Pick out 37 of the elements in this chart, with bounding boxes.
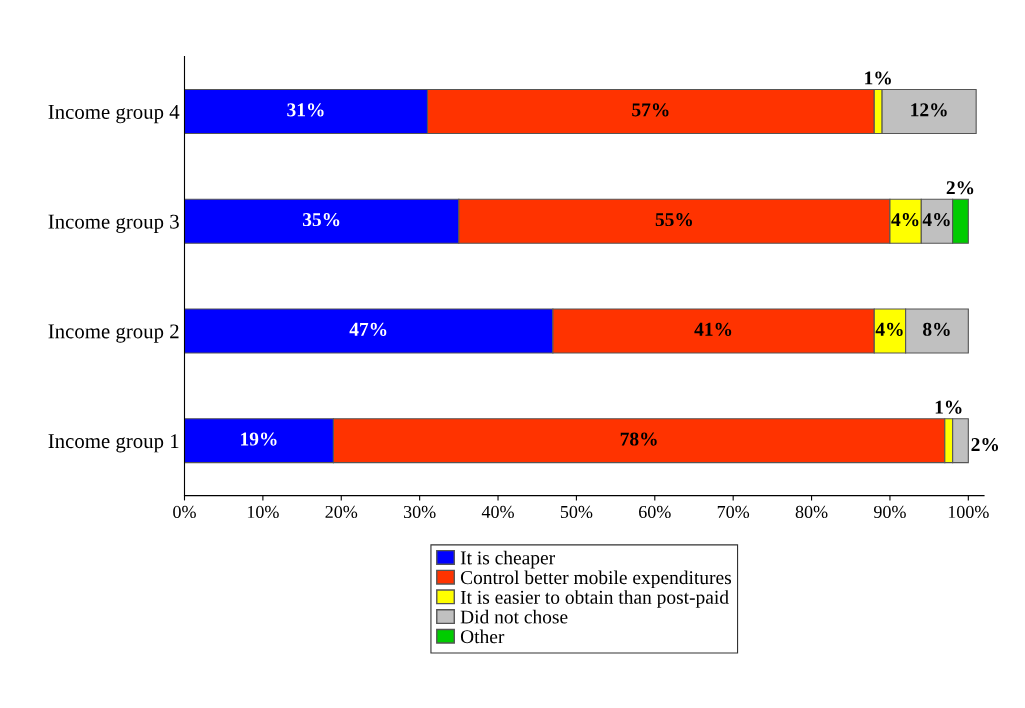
data-label: 4% — [891, 213, 919, 227]
data-label: 2% — [971, 437, 999, 452]
data-label: 19% — [241, 432, 277, 446]
y-tick-label: Income group 3 — [48, 214, 179, 233]
data-label: 8% — [923, 322, 950, 336]
legend-label: Did not chose — [460, 609, 568, 624]
x-tick-label: 10% — [247, 505, 279, 519]
data-label: 31% — [287, 103, 324, 117]
x-tick-label: 40% — [481, 505, 514, 519]
data-label: 47% — [349, 322, 387, 336]
data-label: 35% — [302, 213, 340, 227]
legend-label: It is easier to obtain than post-paid — [460, 590, 729, 608]
x-tick-label: 60% — [639, 505, 671, 519]
y-tick-label: Income group 2 — [48, 324, 179, 343]
x-tick-label: 80% — [795, 505, 828, 519]
data-label: 1% — [935, 400, 962, 414]
legend-label: Control better mobile expenditures — [460, 570, 732, 589]
legend-label: It is cheaper — [460, 550, 555, 569]
y-tick-label: Income group 4 — [48, 104, 180, 124]
data-label: 78% — [620, 432, 657, 446]
data-label: 57% — [632, 103, 669, 117]
data-label: 55% — [655, 213, 693, 227]
x-tick-label: 90% — [873, 505, 906, 519]
x-tick-label: 70% — [717, 505, 750, 519]
data-label: 1% — [865, 71, 891, 85]
x-tick-label: 100% — [948, 505, 989, 519]
data-label: 4% — [922, 213, 950, 227]
data-label: 41% — [694, 322, 732, 336]
x-tick-label: 0% — [173, 505, 196, 519]
data-label: 2% — [946, 181, 974, 195]
legend-label: Other — [460, 629, 505, 644]
y-tick-label: Income group 1 — [48, 434, 179, 453]
x-tick-label: 50% — [560, 505, 593, 519]
x-tick-label: 20% — [325, 505, 358, 519]
x-tick-label: 30% — [403, 505, 436, 519]
data-label: 12% — [911, 103, 947, 117]
data-label: 4% — [875, 322, 903, 336]
